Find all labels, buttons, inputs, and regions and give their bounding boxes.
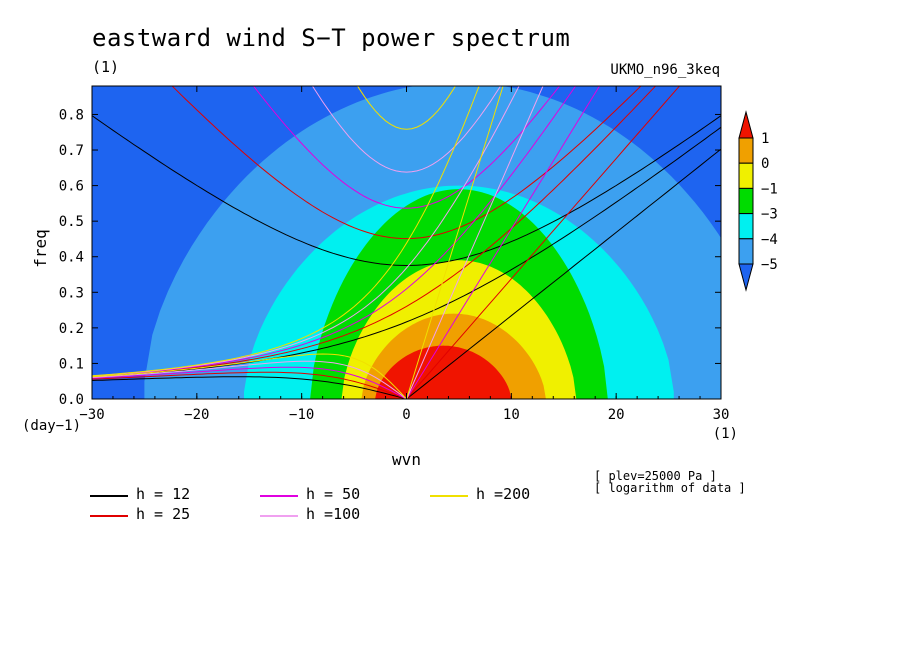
- kelvin-curve-h100: [406, 86, 544, 399]
- colorbar-label: 1: [761, 131, 769, 147]
- legend-swatch: [260, 515, 298, 517]
- y-tick-label: 0.3: [59, 285, 84, 301]
- colorbar-segment: [738, 238, 754, 265]
- legend-label: h =200: [476, 485, 531, 503]
- y-tick-label: 0.7: [59, 143, 84, 159]
- rossby-curve-h100: [92, 360, 407, 399]
- x-tick-label: −10: [289, 407, 314, 423]
- y-tick-label: 0.0: [59, 392, 84, 408]
- chart-legend: h = 12 h = 25 h = 50 h =100 h =200: [90, 487, 610, 527]
- legend-label: h =100: [306, 505, 361, 523]
- legend-label: h = 25: [136, 505, 191, 523]
- contour-band-6: [375, 345, 512, 399]
- legend-swatch: [90, 515, 128, 517]
- dataset-label: UKMO_n96_3keq: [610, 62, 720, 78]
- inertia-gravity-curve-h25: [171, 86, 642, 240]
- rossby-curve-h50: [92, 366, 407, 399]
- inertia-gravity-curve-h200: [357, 86, 456, 130]
- y-tick-label: 0.1: [59, 356, 84, 372]
- mrg-curve-h50: [92, 86, 577, 377]
- y-axis-title: freq: [31, 229, 50, 268]
- mrg-curve-h200: [92, 86, 480, 377]
- y-tick-label: 0.8: [59, 107, 84, 123]
- y-tick-label: 0.5: [59, 214, 84, 230]
- x-tick-label: 10: [503, 407, 520, 423]
- colorbar-segment: [738, 213, 754, 240]
- note-logarithm: [ logarithm of data ]: [594, 481, 746, 495]
- legend-label: h = 12: [136, 485, 191, 503]
- y-units-label: (day−1): [22, 418, 81, 434]
- legend-swatch: [260, 495, 298, 497]
- y-tick-label: 0.6: [59, 179, 84, 195]
- chart-subtitle-units: (1): [92, 58, 120, 76]
- mrg-curve-h100: [92, 86, 520, 377]
- plot-notes: [ plev=25000 Pa ] [ logarithm of data ]: [594, 470, 746, 494]
- legend-swatch: [90, 495, 128, 497]
- x-tick-label: −30: [79, 407, 104, 423]
- rossby-curve-h200: [92, 353, 407, 399]
- colorbar-segment: [738, 187, 754, 215]
- colorbar-bottom-arrow: [738, 263, 754, 292]
- x-tick-label: 30: [713, 407, 730, 423]
- rossby-curve-h12: [92, 376, 407, 399]
- plot-area: [92, 86, 721, 399]
- legend-label: h = 50: [306, 485, 361, 503]
- note-plev: [ plev=25000 Pa ]: [594, 469, 717, 483]
- inertia-gravity-curve-h100: [311, 86, 502, 173]
- mrg-curve-h25: [92, 86, 657, 378]
- colorbar-label: −4: [761, 232, 778, 248]
- colorbar-label: −5: [761, 257, 778, 273]
- kelvin-curve-h50: [406, 86, 601, 399]
- colorbar-label: −1: [761, 181, 778, 197]
- x-tick-label: −20: [184, 407, 209, 423]
- legend-swatch: [430, 495, 468, 497]
- chart-title: eastward wind S−T power spectrum: [92, 24, 571, 52]
- kelvin-curve-h200: [406, 86, 504, 399]
- y-tick-label: 0.4: [59, 250, 84, 266]
- kelvin-curve-h12: [406, 148, 721, 399]
- mrg-curve-h12: [92, 126, 721, 378]
- colorbar-segment: [738, 162, 754, 189]
- inertia-gravity-curve-h12: [92, 115, 721, 267]
- x-units-label: (1): [713, 426, 738, 442]
- x-tick-label: 0: [402, 407, 410, 423]
- colorbar: 1 0 −1 −3 −4 −5: [738, 110, 778, 292]
- kelvin-curve-h25: [406, 86, 681, 399]
- colorbar-segment: [738, 137, 754, 164]
- y-tick-label: 0.2: [59, 321, 84, 337]
- x-tick-label: 20: [608, 407, 625, 423]
- x-axis-title: wvn: [392, 450, 421, 469]
- colorbar-top-arrow: [738, 110, 754, 139]
- colorbar-label: 0: [761, 156, 769, 172]
- colorbar-label: −3: [761, 207, 778, 223]
- rossby-curve-h25: [92, 371, 407, 399]
- inertia-gravity-curve-h50: [252, 86, 561, 209]
